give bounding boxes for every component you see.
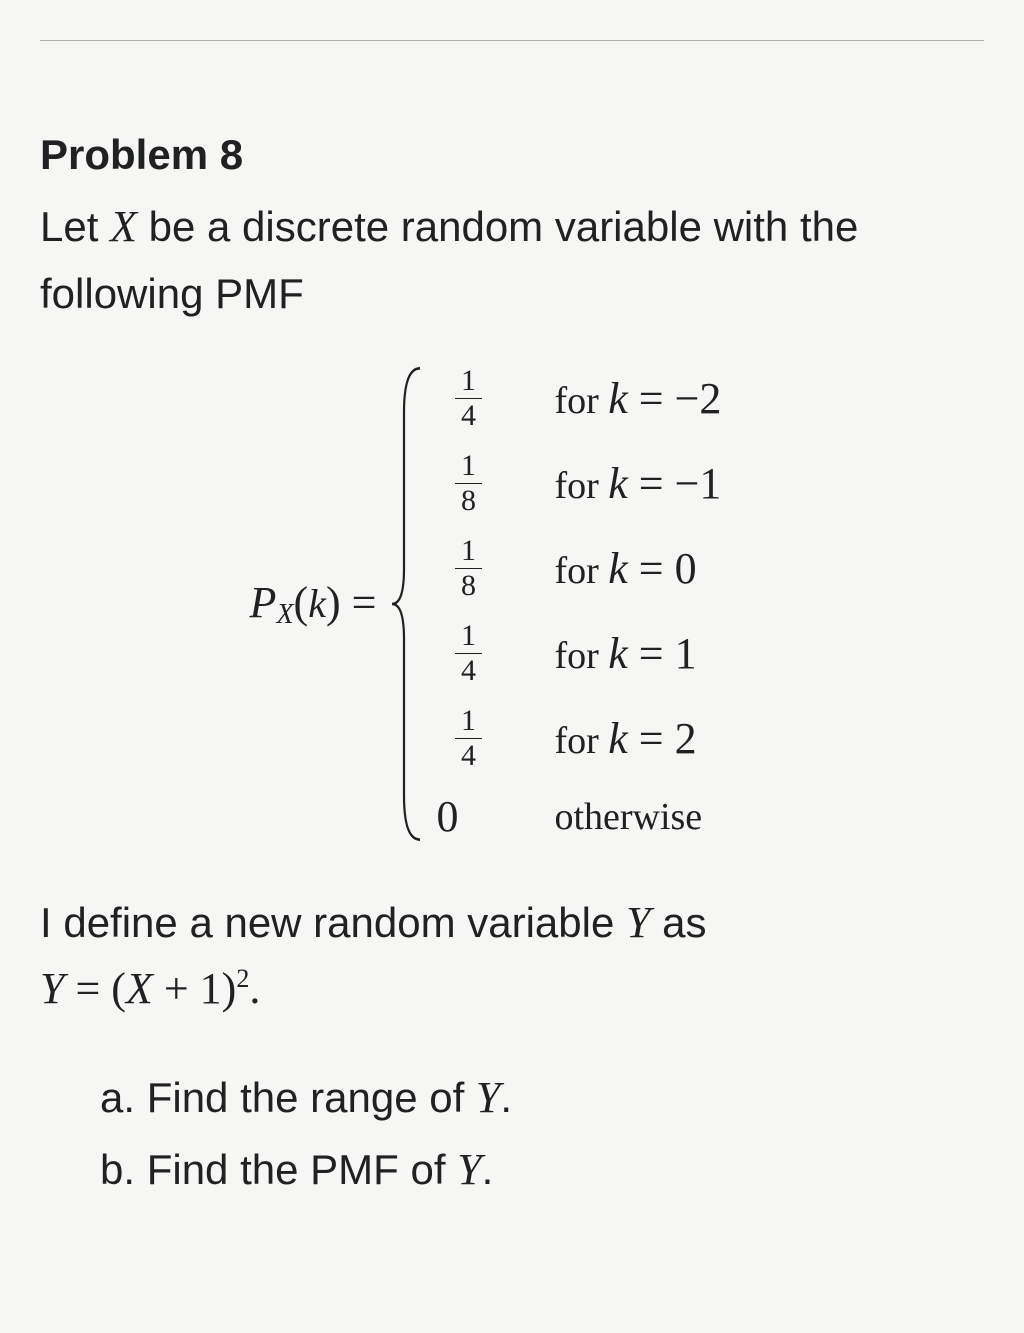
case-row: 1 4 for k = 2 — [432, 706, 774, 771]
case-row: 1 4 for k = 1 — [432, 621, 774, 686]
otherwise-value: 0 — [432, 791, 504, 842]
fraction: 1 4 — [432, 366, 504, 431]
case-condition: for k = −2 — [554, 373, 774, 424]
def-var-y: Y — [626, 898, 650, 947]
pmf-lhs: PX(k) = — [250, 577, 377, 631]
part-b-var: Y — [457, 1145, 481, 1194]
y-equation: Y = (X + 1)2. — [40, 963, 984, 1014]
pmf-cases: 1 4 for k = −2 1 8 for k = −1 1 8 for k … — [432, 366, 774, 842]
numerator: 1 — [455, 451, 482, 484]
case-row: 1 4 for k = −2 — [432, 366, 774, 431]
part-a: a. Find the range of Y. — [100, 1064, 984, 1132]
case-row: 1 8 for k = 0 — [432, 536, 774, 601]
y-period: . — [249, 964, 260, 1013]
fraction: 1 4 — [432, 621, 504, 686]
problem-title: Problem 8 — [40, 131, 984, 179]
pmf-subscript: X — [276, 599, 293, 630]
case-row-otherwise: 0 otherwise — [432, 791, 774, 842]
part-b: b. Find the PMF of Y. — [100, 1136, 984, 1204]
numerator: 1 — [455, 536, 482, 569]
numerator: 1 — [455, 706, 482, 739]
fraction: 1 8 — [432, 536, 504, 601]
denominator: 8 — [455, 484, 482, 516]
intro-text: Let X be a discrete random variable with… — [40, 193, 984, 326]
case-condition: for k = −1 — [554, 458, 774, 509]
y-exponent: 2 — [236, 964, 249, 993]
intro-var-x: X — [110, 202, 137, 251]
part-b-text: Find the PMF of — [147, 1146, 457, 1193]
denominator: 4 — [455, 654, 482, 686]
denominator: 8 — [455, 569, 482, 601]
definition-text: I define a new random variable Y as — [40, 888, 984, 958]
y-plus: + 1) — [153, 964, 236, 1013]
part-a-text: Find the range of — [147, 1074, 476, 1121]
pmf-equation: PX(k) = 1 4 for k = −2 1 8 for k = −1 — [40, 366, 984, 842]
left-brace — [390, 366, 424, 842]
case-condition: for k = 0 — [554, 543, 774, 594]
case-row: 1 8 for k = −1 — [432, 451, 774, 516]
horizontal-rule — [40, 40, 984, 41]
denominator: 4 — [455, 739, 482, 771]
part-a-var: Y — [476, 1073, 500, 1122]
part-a-period: . — [500, 1074, 512, 1121]
pmf-P: P — [250, 578, 277, 627]
numerator: 1 — [455, 621, 482, 654]
y-eq-sign: = ( — [64, 964, 125, 1013]
otherwise-label: otherwise — [554, 795, 774, 839]
numerator: 1 — [455, 366, 482, 399]
denominator: 4 — [455, 399, 482, 431]
intro-prefix: Let — [40, 203, 110, 250]
case-condition: for k = 1 — [554, 628, 774, 679]
y-x-var: X — [126, 964, 153, 1013]
def-suffix: as — [651, 899, 707, 946]
fraction: 1 4 — [432, 706, 504, 771]
intro-suffix: be a discrete random variable with the f… — [40, 203, 858, 317]
part-b-period: . — [482, 1146, 494, 1193]
def-prefix: I define a new random variable — [40, 899, 626, 946]
part-a-label: a. — [100, 1074, 147, 1121]
part-b-label: b. — [100, 1146, 147, 1193]
pmf-arg: (k) = — [294, 578, 377, 627]
case-condition: for k = 2 — [554, 713, 774, 764]
y-var: Y — [40, 964, 64, 1013]
fraction: 1 8 — [432, 451, 504, 516]
subparts-list: a. Find the range of Y. b. Find the PMF … — [40, 1064, 984, 1204]
